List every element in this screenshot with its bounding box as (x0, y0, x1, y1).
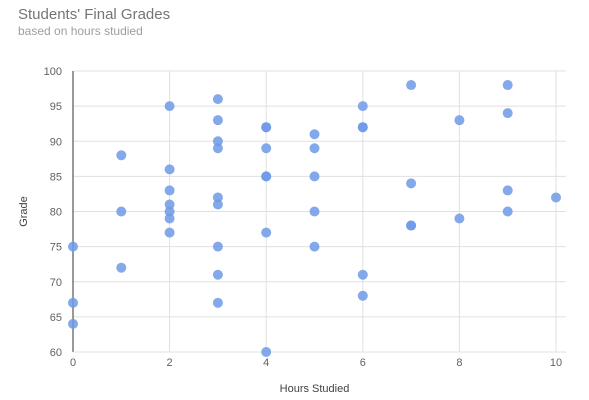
scatter-point[interactable] (68, 318, 78, 329)
y-tick-label: 75 (50, 242, 62, 254)
scatter-point[interactable] (551, 192, 561, 203)
scatter-point[interactable] (68, 241, 78, 252)
x-axis-title: Hours Studied (280, 383, 350, 395)
scatter-point[interactable] (502, 206, 513, 217)
scatter-point[interactable] (212, 192, 223, 203)
scatter-point[interactable] (309, 171, 320, 182)
scatter-point[interactable] (261, 122, 272, 133)
scatter-point[interactable] (454, 213, 465, 224)
scatter-point[interactable] (116, 150, 127, 161)
scatter-point[interactable] (406, 178, 417, 189)
x-tick-label: 0 (70, 357, 76, 369)
scatter-point[interactable] (164, 199, 175, 210)
y-tick-label: 95 (50, 101, 62, 113)
scatter-point[interactable] (406, 80, 417, 91)
scatter-point[interactable] (212, 136, 223, 147)
scatter-point[interactable] (212, 269, 223, 280)
scatter-point[interactable] (68, 297, 78, 308)
scatter-point[interactable] (212, 297, 223, 308)
scatter-point[interactable] (357, 122, 368, 133)
x-tick-label: 2 (167, 357, 173, 369)
scatter-point[interactable] (261, 143, 272, 154)
scatter-point[interactable] (357, 269, 368, 280)
scatter-point[interactable] (357, 101, 368, 112)
x-tick-label: 10 (550, 357, 562, 369)
scatter-point[interactable] (164, 227, 175, 238)
scatter-point[interactable] (164, 164, 175, 175)
scatter-point[interactable] (164, 185, 175, 196)
scatter-point[interactable] (261, 171, 272, 182)
x-tick-label: 8 (456, 357, 462, 369)
scatter-point[interactable] (502, 108, 513, 119)
scatter-point[interactable] (406, 220, 417, 231)
x-tick-label: 4 (263, 357, 269, 369)
scatter-point[interactable] (164, 213, 175, 224)
scatter-point[interactable] (164, 101, 175, 112)
scatter-point[interactable] (309, 206, 320, 217)
y-tick-label: 100 (44, 66, 62, 78)
scatter-point[interactable] (116, 206, 127, 217)
scatter-point[interactable] (357, 290, 368, 301)
scatter-point[interactable] (212, 199, 223, 210)
chart-subtitle: based on hours studied (18, 24, 143, 38)
y-tick-label: 70 (50, 277, 62, 289)
chart-title: Students' Final Grades (18, 6, 171, 23)
scatter-point[interactable] (261, 227, 272, 238)
tick-labels: 60 65 70 75 80 85 90 95 100 0 2 4 6 8 10 (44, 66, 562, 369)
scatter-point[interactable] (454, 115, 465, 126)
data-points (68, 80, 561, 357)
scatter-point[interactable] (164, 206, 175, 217)
y-tick-label: 90 (50, 136, 62, 148)
scatter-point[interactable] (502, 185, 513, 196)
y-tick-label: 60 (50, 347, 62, 359)
scatter-point[interactable] (261, 347, 272, 357)
scatter-point[interactable] (309, 143, 320, 154)
y-tick-label: 65 (50, 312, 62, 324)
scatter-point[interactable] (309, 129, 320, 140)
y-axis-title: Grade (18, 196, 30, 227)
scatter-point[interactable] (116, 262, 127, 273)
y-tick-label: 80 (50, 207, 62, 219)
scatter-point[interactable] (212, 94, 223, 105)
grid-lines (73, 70, 566, 352)
y-tick-label: 85 (50, 171, 62, 183)
x-tick-label: 6 (360, 357, 366, 369)
scatter-point[interactable] (212, 115, 223, 126)
scatter-point[interactable] (212, 241, 223, 252)
scatter-point[interactable] (309, 241, 320, 252)
scatter-point[interactable] (212, 143, 223, 154)
scatter-point[interactable] (502, 80, 513, 91)
